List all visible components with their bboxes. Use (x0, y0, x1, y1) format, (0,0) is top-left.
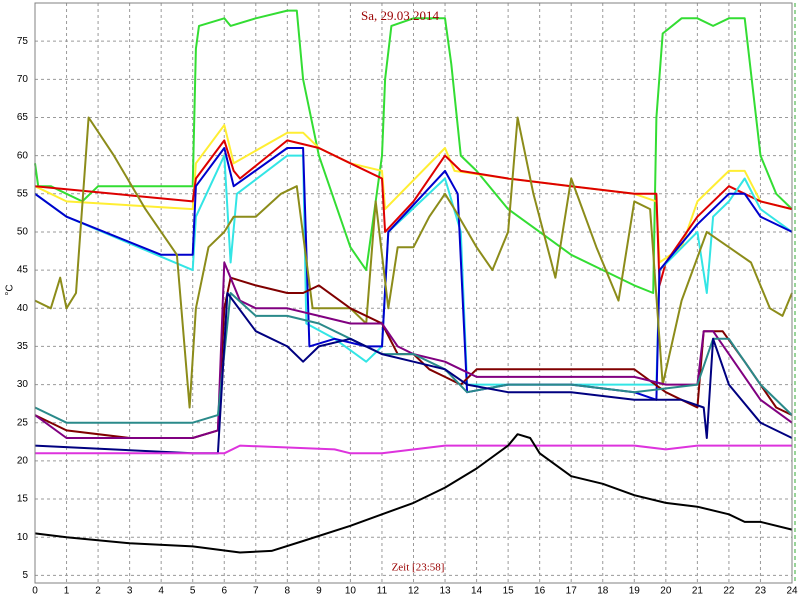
x-tick-label: 12 (408, 586, 420, 597)
series-line (34, 9, 793, 294)
series-line (34, 147, 793, 401)
x-tick-label: 0 (32, 586, 38, 597)
y-tick-label: 15 (17, 494, 29, 505)
x-tick-label: 16 (534, 586, 546, 597)
x-tick-label: 24 (786, 586, 798, 597)
x-tick-label: 17 (566, 586, 578, 597)
y-tick-label: 5 (22, 570, 28, 581)
y-tick-label: 45 (17, 265, 29, 276)
x-tick-label: 14 (471, 586, 483, 597)
x-tick-label: 8 (285, 586, 291, 597)
grid (34, 3, 793, 583)
y-tick-label: 75 (17, 36, 29, 47)
y-tick-label: 20 (17, 456, 29, 467)
x-tick-label: 2 (95, 586, 101, 597)
x-tick-label: 23 (755, 586, 767, 597)
y-tick-label: 25 (17, 417, 29, 428)
x-tick-label: 3 (127, 586, 133, 597)
y-tick-label: 55 (17, 188, 29, 199)
y-tick-label: 65 (17, 112, 29, 123)
series-line (35, 444, 792, 455)
x-tick-label: 5 (190, 586, 196, 597)
x-tick-label: 11 (377, 586, 388, 597)
x-tick-label: 10 (345, 586, 357, 597)
x-tick-label: 4 (158, 586, 164, 597)
y-tick-label: 70 (17, 74, 29, 85)
y-tick-label: 30 (17, 379, 29, 390)
y-tick-label: 40 (17, 303, 29, 314)
x-tick-label: 13 (439, 586, 451, 597)
series-line (34, 124, 793, 264)
x-tick-label: 18 (597, 586, 609, 597)
x-axis-label: Zeit [23:58] (392, 562, 445, 574)
series-line (34, 139, 793, 287)
x-tick-label: 15 (503, 586, 515, 597)
chart-title: Sa, 29.03.2014 (361, 8, 440, 23)
plot-frame (34, 2, 793, 584)
x-tick-label: 21 (692, 586, 704, 597)
series-line (34, 261, 793, 439)
y-tick-label: 50 (17, 227, 29, 238)
x-tick-label: 6 (221, 586, 227, 597)
y-tick-label: 10 (17, 532, 29, 543)
x-tick-label: 7 (253, 586, 259, 597)
y-axis-label: °C (5, 284, 16, 295)
plot (34, 9, 793, 554)
x-tick-label: 1 (64, 586, 70, 597)
series-line (34, 116, 793, 409)
x-tick-label: 20 (660, 586, 672, 597)
x-tick-label: 22 (723, 586, 735, 597)
y-tick-label: 60 (17, 150, 29, 161)
series-line (34, 433, 793, 554)
y-tick-label: 35 (17, 341, 29, 352)
x-tick-label: 19 (629, 586, 641, 597)
x-tick-label: 9 (316, 586, 322, 597)
series-line (34, 292, 793, 455)
